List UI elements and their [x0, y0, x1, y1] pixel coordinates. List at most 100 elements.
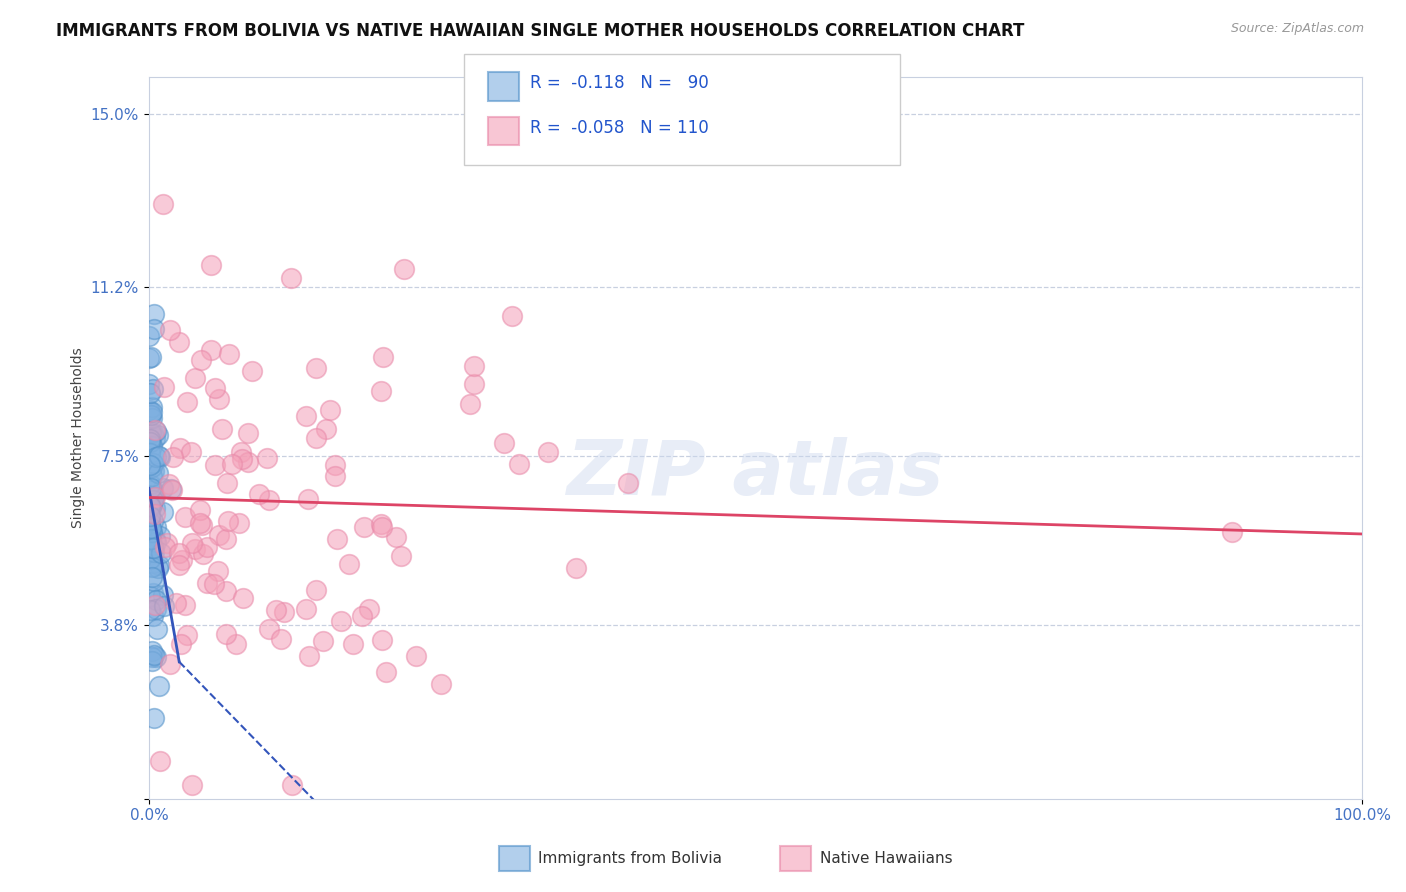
- Point: [146, 428, 169, 442]
- Point: [142, 544, 165, 558]
- Point: [508, 457, 530, 471]
- Point: [139, 508, 162, 523]
- Point: [139, 408, 162, 422]
- Point: [138, 329, 160, 343]
- Point: [215, 532, 238, 546]
- Point: [145, 650, 167, 665]
- Point: [176, 394, 198, 409]
- Point: [176, 628, 198, 642]
- Point: [174, 598, 197, 612]
- Point: [142, 383, 165, 397]
- Point: [617, 475, 640, 490]
- Point: [370, 384, 392, 399]
- Point: [200, 343, 222, 358]
- Point: [143, 574, 166, 588]
- Point: [259, 622, 281, 636]
- Point: [139, 482, 162, 496]
- Point: [229, 445, 252, 459]
- Point: [143, 501, 166, 516]
- Point: [305, 582, 328, 597]
- Point: [143, 307, 166, 321]
- Point: [148, 558, 170, 572]
- Point: [537, 445, 560, 459]
- Point: [139, 446, 162, 460]
- Point: [139, 435, 162, 450]
- Point: [350, 609, 373, 624]
- Point: [180, 445, 202, 459]
- Point: [221, 457, 243, 471]
- Point: [353, 520, 375, 534]
- Point: [218, 347, 240, 361]
- Point: [139, 499, 162, 513]
- Point: [174, 509, 197, 524]
- Point: [150, 546, 173, 560]
- Point: [162, 450, 184, 465]
- Point: [143, 423, 166, 437]
- Point: [204, 381, 226, 395]
- Point: [143, 598, 166, 612]
- Point: [148, 561, 170, 575]
- Point: [138, 551, 160, 566]
- Point: [143, 710, 166, 724]
- Point: [264, 603, 287, 617]
- Point: [337, 558, 360, 572]
- Point: [152, 482, 174, 496]
- Point: [156, 535, 179, 549]
- Point: [195, 575, 218, 590]
- Point: [149, 450, 172, 464]
- Point: [188, 503, 211, 517]
- Point: [139, 350, 162, 364]
- Point: [153, 540, 176, 554]
- Point: [159, 323, 181, 337]
- Point: [159, 657, 181, 671]
- Text: Source: ZipAtlas.com: Source: ZipAtlas.com: [1230, 22, 1364, 36]
- Point: [157, 477, 180, 491]
- Point: [160, 483, 183, 497]
- Point: [326, 532, 349, 546]
- Point: [319, 403, 342, 417]
- Point: [139, 542, 162, 557]
- Point: [141, 489, 163, 503]
- Point: [405, 648, 427, 663]
- Point: [153, 599, 176, 614]
- Point: [153, 380, 176, 394]
- Point: [312, 633, 335, 648]
- Point: [256, 451, 278, 466]
- Point: [385, 530, 408, 544]
- Point: [217, 514, 239, 528]
- Point: [138, 403, 160, 417]
- Point: [1220, 524, 1243, 539]
- Point: [159, 483, 181, 497]
- Point: [167, 558, 190, 572]
- Point: [149, 754, 172, 768]
- Point: [240, 364, 263, 378]
- Point: [141, 411, 163, 425]
- Point: [305, 431, 328, 445]
- Point: [141, 468, 163, 483]
- Point: [200, 259, 222, 273]
- Point: [141, 644, 163, 658]
- Point: [323, 458, 346, 473]
- Point: [236, 425, 259, 440]
- Point: [142, 425, 165, 440]
- Point: [141, 439, 163, 453]
- Point: [169, 441, 191, 455]
- Point: [195, 541, 218, 555]
- Point: [138, 548, 160, 562]
- Point: [146, 622, 169, 636]
- Point: [202, 576, 225, 591]
- Point: [148, 679, 170, 693]
- Point: [342, 637, 364, 651]
- Point: [371, 350, 394, 364]
- Point: [463, 376, 485, 391]
- Point: [231, 452, 253, 467]
- Point: [138, 499, 160, 513]
- Point: [141, 539, 163, 553]
- Point: [141, 497, 163, 511]
- Point: [208, 528, 231, 542]
- Point: [141, 401, 163, 415]
- Point: [184, 370, 207, 384]
- Point: [225, 636, 247, 650]
- Point: [238, 455, 260, 469]
- Point: [143, 648, 166, 662]
